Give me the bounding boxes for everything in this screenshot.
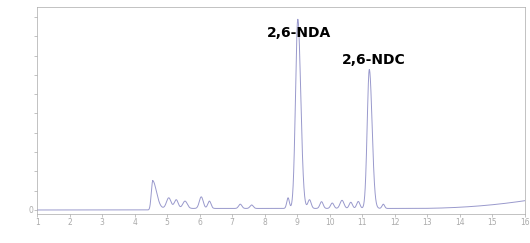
Text: 2,6-NDA: 2,6-NDA [267,26,331,40]
Text: 2,6-NDC: 2,6-NDC [342,53,405,67]
